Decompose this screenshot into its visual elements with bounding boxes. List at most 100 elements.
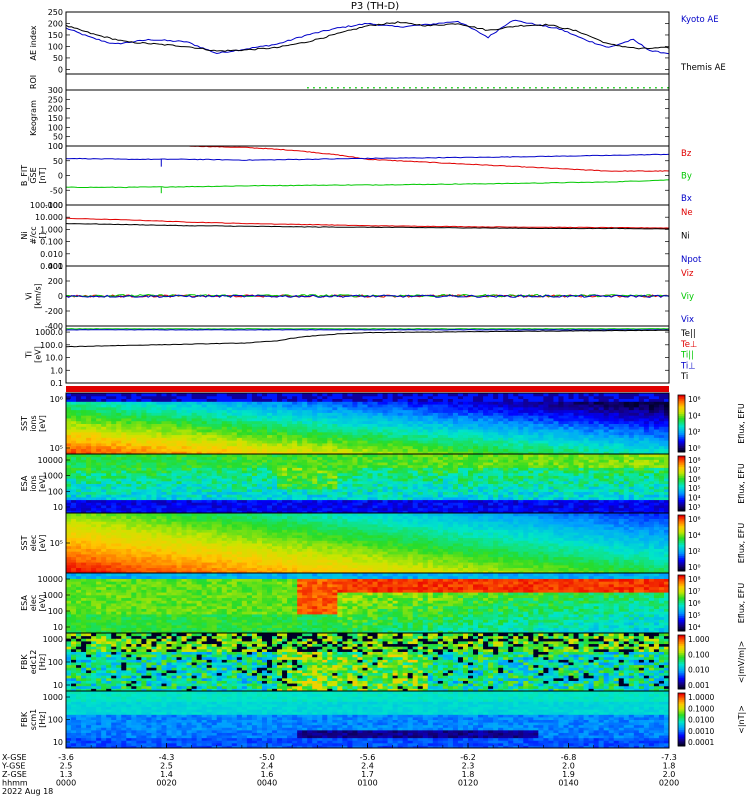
spectrogram-cell (493, 480, 499, 484)
spectrogram-cell (392, 502, 399, 506)
spectrogram-cell (498, 404, 504, 408)
spectrogram-cell (478, 412, 484, 416)
spectrogram-cell (282, 467, 288, 471)
spectrogram-cell (538, 417, 544, 422)
spectrogram-cell (86, 451, 92, 455)
spectrogram-cell (317, 404, 323, 408)
spectrogram-cell (447, 491, 454, 495)
spectrogram-cell (422, 442, 429, 447)
spectrogram-cell (146, 406, 152, 411)
spectrogram-cell (488, 423, 494, 427)
spectrogram-cell (71, 393, 77, 397)
spectrogram-cell (377, 510, 384, 514)
spectrogram-cell (312, 491, 318, 495)
spectrogram-cell (317, 483, 323, 487)
spectrogram-cell (211, 431, 218, 436)
spectrogram-cell (558, 417, 564, 422)
spectrogram-cell (432, 507, 439, 511)
spectrogram-cell (307, 393, 313, 397)
spectrogram-cell (141, 445, 147, 449)
spectrogram-cell (357, 406, 363, 411)
spectrogram-cell (543, 494, 549, 498)
spectrogram-cell (111, 451, 117, 455)
spectrogram-cell (528, 491, 534, 495)
spectrogram-cell (81, 429, 87, 433)
spectrogram-cell (101, 417, 107, 422)
spectrogram-cell (478, 434, 484, 438)
spectrogram-cell (166, 494, 173, 498)
spectrogram-cell (468, 434, 474, 438)
spectrogram-cell (648, 442, 655, 447)
spectrogram-cell (473, 442, 479, 447)
spectrogram-cell (523, 483, 529, 487)
spectrogram-cell (131, 470, 137, 474)
spectrogram-cell (432, 442, 439, 447)
spectrogram-cell (387, 499, 394, 503)
spectrogram-cell (267, 496, 273, 501)
spectrogram-cell (498, 415, 504, 419)
spectrogram-cell (377, 504, 384, 509)
spectrogram-cell (141, 475, 147, 479)
spectrogram-cell (578, 415, 585, 419)
spectrogram-cell (568, 401, 575, 405)
spectrogram-cell (427, 406, 434, 411)
spectrogram-cell (357, 472, 363, 476)
spectrogram-cell (462, 406, 469, 411)
spectrogram-cell (332, 491, 338, 495)
colorbar-swatch (678, 410, 685, 413)
spectrogram-cell (442, 459, 449, 463)
spectrogram-cell (553, 451, 559, 455)
spectrogram-cell (272, 454, 278, 458)
spectrogram-cell (277, 483, 283, 487)
spectrogram-cell (141, 393, 147, 397)
spectrogram-cell (267, 404, 273, 408)
spectrogram-cell (347, 496, 353, 501)
spectrogram-cell (583, 412, 590, 416)
spectrogram-cell (663, 426, 670, 430)
spectrogram-cell (116, 440, 122, 444)
spectrogram-cell (432, 483, 439, 487)
spectrogram-cell (201, 462, 208, 466)
spectrogram-cell (367, 393, 374, 397)
spectrogram-cell (121, 445, 127, 449)
roi-dot (481, 87, 483, 89)
spectrogram-cell (417, 434, 424, 438)
spectrogram-cell (628, 406, 635, 411)
spectrogram-cell (191, 451, 198, 455)
spectrogram-cell (287, 496, 293, 501)
spectrogram-cell (603, 404, 610, 408)
spectrogram-cell (267, 409, 273, 413)
spectrogram-cell (161, 445, 168, 449)
spectrogram-cell (598, 426, 605, 430)
spectrogram-cell (156, 442, 162, 447)
spectrogram-cell (407, 445, 414, 449)
spectrogram-cell (81, 393, 87, 397)
spectrogram-cell (106, 486, 112, 490)
spectrogram-cell (86, 442, 92, 447)
spectrogram-cell (327, 475, 333, 479)
spectrogram-cell (447, 478, 454, 482)
spectrogram-cell (236, 393, 243, 397)
spectrogram-cell (452, 472, 459, 476)
spectrogram-cell (327, 491, 333, 495)
spectrogram-cell (126, 393, 132, 397)
spectrogram-cell (412, 451, 419, 455)
spectrogram-cell (166, 445, 173, 449)
spectrogram-cell (468, 491, 474, 495)
spectrogram-cell (292, 454, 298, 458)
spectrogram-cell (563, 431, 570, 436)
spectrogram-cell (478, 499, 484, 503)
spectrogram-cell (106, 426, 112, 430)
spectrogram-cell (171, 448, 178, 452)
spectrogram-cell (503, 451, 509, 455)
spectrogram-cell (447, 502, 454, 506)
spectrogram-cell (508, 448, 514, 452)
spectrogram-cell (503, 429, 509, 433)
spectrogram-cell (417, 440, 424, 444)
spectrogram-cell (402, 494, 409, 498)
spectrogram-cell (241, 475, 248, 479)
spectrogram-cell (417, 445, 424, 449)
spectrogram-cell (81, 406, 87, 411)
spectrogram-cell (588, 415, 595, 419)
spectrogram-cell (533, 398, 539, 402)
